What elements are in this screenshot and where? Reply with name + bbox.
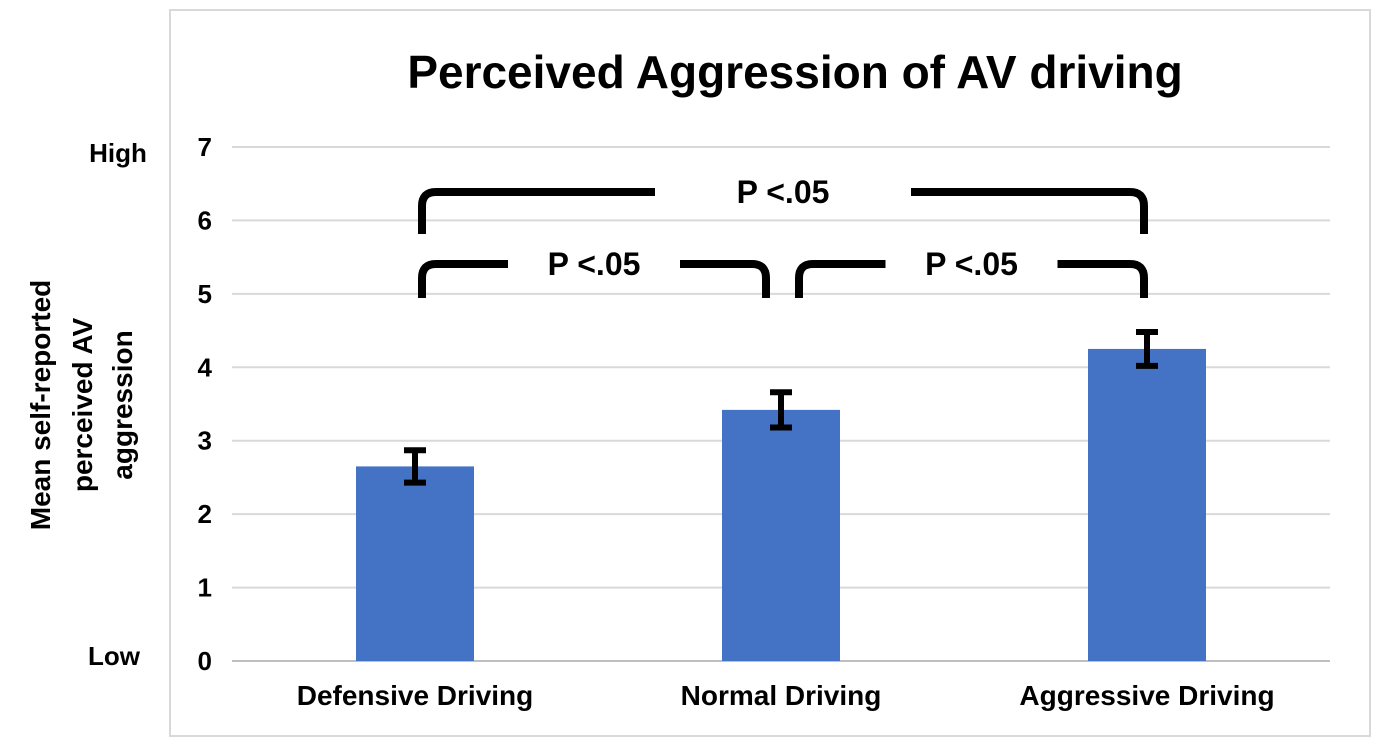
y-tick-labels: 0 1 2 3 4 5 6 7 (198, 132, 213, 676)
significance-bracket: P <.05 (418, 246, 770, 298)
y-tick-label: 7 (198, 132, 212, 162)
significance-bracket: P <.05 (795, 246, 1148, 298)
y-axis-label-line: aggression (107, 330, 138, 479)
bar (722, 409, 840, 661)
y-axis-label-group: Mean self-reported perceived AV aggression (25, 280, 138, 531)
y-anchor-low: Low (88, 641, 141, 671)
bar (1088, 348, 1206, 661)
y-tick-label: 1 (198, 573, 212, 603)
significance-label: P <.05 (925, 246, 1018, 282)
category-labels: Defensive Driving Normal Driving Aggressiv… (297, 680, 1275, 711)
chart-frame (169, 9, 1371, 737)
error-bars (404, 329, 1158, 486)
significance-label: P <.05 (548, 246, 641, 282)
y-tick-label: 0 (198, 646, 212, 676)
y-axis-label-line: perceived AV (67, 318, 98, 493)
y-tick-label: 2 (198, 499, 212, 529)
category-label: Defensive Driving (297, 680, 534, 711)
significance-brackets: P <.05 P <.05 P <.05 (418, 174, 1148, 298)
category-label: Aggressive Driving (1019, 680, 1274, 711)
error-bar (404, 447, 426, 486)
chart-title: Perceived Aggression of AV driving (407, 46, 1182, 98)
significance-label: P <.05 (737, 174, 830, 210)
y-axis-label-line: Mean self-reported (25, 280, 56, 531)
error-bar (1136, 329, 1158, 369)
error-bar (770, 389, 792, 431)
y-anchor-high: High (89, 138, 147, 168)
y-tick-label: 6 (198, 205, 212, 235)
category-label: Normal Driving (681, 680, 882, 711)
y-axis-label: Mean self-reported perceived AV aggression (25, 280, 138, 531)
significance-bracket: P <.05 (418, 174, 1148, 234)
bar (356, 466, 474, 661)
y-tick-label: 4 (198, 352, 213, 382)
y-tick-label: 5 (198, 279, 212, 309)
y-tick-label: 3 (198, 426, 212, 456)
bars (356, 348, 1206, 661)
